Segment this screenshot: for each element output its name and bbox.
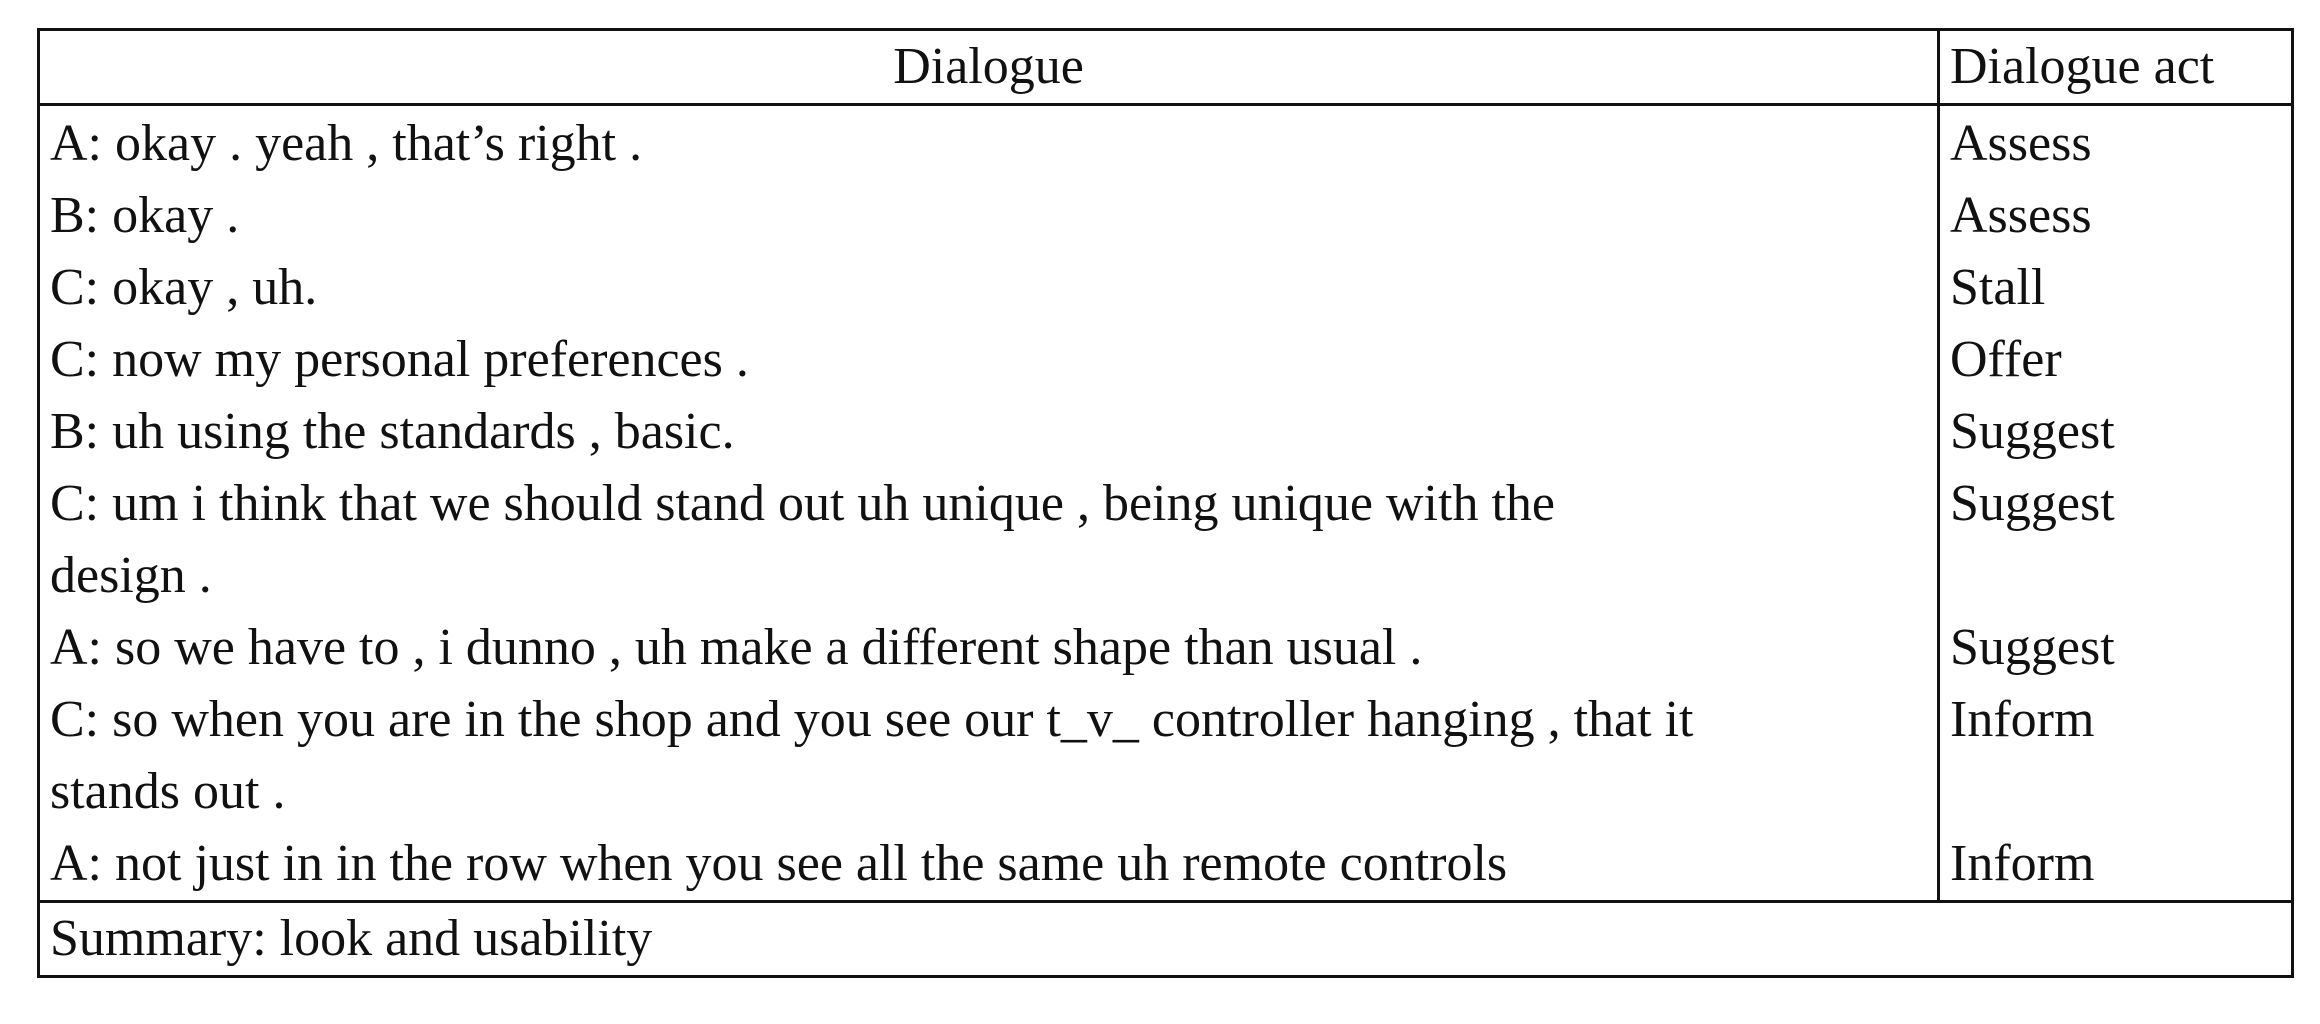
table-row: C: so when you are in the shop and you s…: [37, 684, 2294, 828]
dialogue-act-table: Dialogue Dialogue act A: okay . yeah , t…: [37, 28, 2294, 978]
dialogue-act-cell: Suggest: [1937, 396, 2294, 468]
table-row: C: now my personal preferences . Offer: [37, 324, 2294, 396]
dialogue-act-cell: Stall: [1937, 252, 2294, 324]
dialogue-act-cell: Offer: [1937, 324, 2294, 396]
dialogue-cell: C: now my personal preferences .: [37, 324, 1940, 396]
dialogue-cell: A: not just in in the row when you see a…: [37, 828, 1940, 902]
summary-row: Summary: look and usability: [37, 900, 2294, 978]
summary-cell: Summary: look and usability: [37, 900, 2294, 978]
dialogue-act-cell: Suggest: [1937, 468, 2294, 612]
table-row: C: um i think that we should stand out u…: [37, 468, 2294, 612]
header-row: Dialogue Dialogue act: [37, 28, 2294, 106]
dialogue-act-cell: Inform: [1937, 684, 2294, 828]
dialogue-cell: A: okay . yeah , that’s right .: [37, 104, 1940, 180]
table-row: B: uh using the standards , basic. Sugge…: [37, 396, 2294, 468]
table-row: A: okay . yeah , that’s right . Assess: [37, 104, 2294, 180]
dialogue-cell: B: okay .: [37, 180, 1940, 252]
dialogue-cell: C: so when you are in the shop and you s…: [37, 684, 1940, 828]
table-row: A: so we have to , i dunno , uh make a d…: [37, 612, 2294, 684]
table-body: A: okay . yeah , that’s right . Assess B…: [37, 104, 2294, 902]
table-row: B: okay . Assess: [37, 180, 2294, 252]
dialogue-act-cell: Inform: [1937, 828, 2294, 902]
dialogue-cell: C: um i think that we should stand out u…: [37, 468, 1940, 612]
dialogue-act-cell: Suggest: [1937, 612, 2294, 684]
header-dialogue-act: Dialogue act: [1937, 28, 2294, 106]
dialogue-table-container: Dialogue Dialogue act A: okay . yeah , t…: [37, 28, 2294, 978]
table-footer: Summary: look and usability: [37, 900, 2294, 978]
table-row: C: okay , uh. Stall: [37, 252, 2294, 324]
dialogue-act-cell: Assess: [1937, 104, 2294, 180]
dialogue-cell: C: okay , uh.: [37, 252, 1940, 324]
dialogue-cell: A: so we have to , i dunno , uh make a d…: [37, 612, 1940, 684]
header-dialogue: Dialogue: [37, 28, 1940, 106]
dialogue-act-cell: Assess: [1937, 180, 2294, 252]
table-row: A: not just in in the row when you see a…: [37, 828, 2294, 902]
dialogue-cell: B: uh using the standards , basic.: [37, 396, 1940, 468]
table-header: Dialogue Dialogue act: [37, 28, 2294, 106]
